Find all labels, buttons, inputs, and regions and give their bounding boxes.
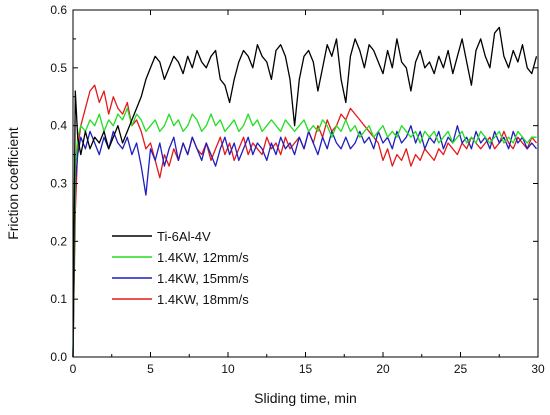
series-line-3 bbox=[72, 26, 538, 358]
y-tick-label: 0.4 bbox=[50, 119, 67, 133]
series-line-0 bbox=[72, 84, 538, 358]
y-axis-title: Friction coefficient bbox=[5, 127, 21, 240]
y-tick-label: 0.3 bbox=[50, 177, 67, 191]
axis-ticks: 0 5 10 15 20 25 30 0.0 0.1 0.2 0.3 0.4 0.5 0.6 bbox=[50, 3, 545, 376]
series-line-1 bbox=[72, 125, 538, 358]
y-tick-label: 0.6 bbox=[50, 3, 67, 17]
series-layer bbox=[72, 26, 538, 358]
legend-label: 1.4KW, 15mm/s bbox=[157, 271, 249, 286]
y-tick-label: 0.1 bbox=[50, 292, 67, 306]
x-tick-label: 15 bbox=[299, 362, 313, 376]
x-tick-label: 25 bbox=[454, 362, 468, 376]
x-tick-label: 30 bbox=[531, 362, 545, 376]
x-axis-title: Sliding time, min bbox=[254, 390, 357, 406]
x-tick-label: 5 bbox=[147, 362, 154, 376]
legend-label: 1.4KW, 12mm/s bbox=[157, 250, 249, 265]
x-tick-label: 20 bbox=[376, 362, 390, 376]
series-line-2 bbox=[72, 107, 537, 358]
legend-label: Ti-6Al-4V bbox=[157, 229, 211, 244]
y-tick-label: 0.2 bbox=[50, 234, 67, 248]
legend: Ti-6Al-4V 1.4KW, 12mm/s 1.4KW, 15mm/s 1.4KW… bbox=[112, 229, 249, 307]
y-tick-label: 0.5 bbox=[50, 61, 67, 75]
x-tick-label: 10 bbox=[221, 362, 235, 376]
y-tick-label: 0.0 bbox=[50, 350, 67, 364]
plot-frame bbox=[72, 9, 539, 358]
legend-label: 1.4KW, 18mm/s bbox=[157, 292, 249, 307]
x-tick-label: 0 bbox=[70, 362, 77, 376]
